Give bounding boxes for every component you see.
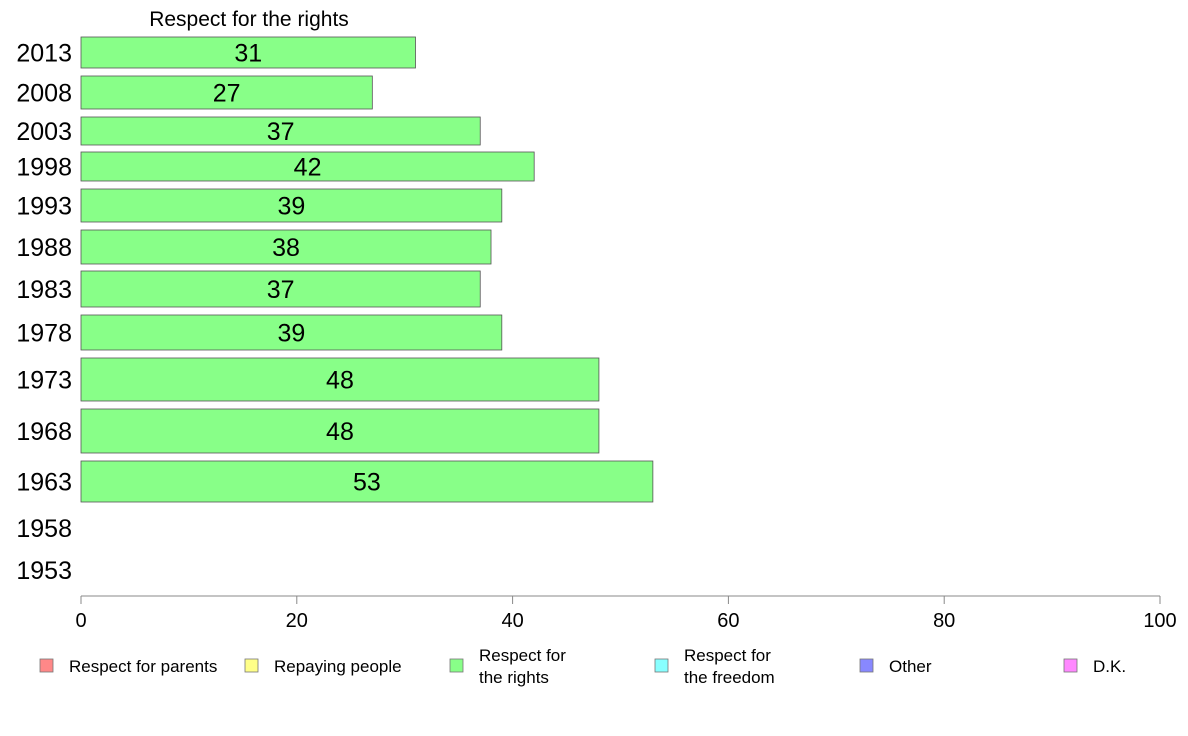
x-tick-label: 80 — [933, 610, 955, 632]
legend-swatch — [654, 658, 669, 673]
bar — [80, 408, 600, 454]
x-axis: 0 20 40 60 80 100 — [75, 595, 1177, 632]
bars-layer: 2013 31 2008 27 2003 37 1998 42 1993 39 1988 38 1983… — [16, 36, 654, 585]
category-label: 1958 — [16, 515, 72, 543]
bar — [80, 270, 481, 308]
bar-value-label: 37 — [267, 118, 295, 146]
legend-label: the freedom — [684, 668, 775, 687]
category-label: 1953 — [16, 557, 72, 585]
bar-value-label: 31 — [234, 40, 262, 68]
legend-swatch — [1063, 658, 1078, 673]
legend-item: Repaying people — [244, 657, 402, 676]
category-label: 1963 — [16, 469, 72, 497]
category-label: 1998 — [16, 154, 72, 182]
bar — [80, 116, 481, 146]
bar-value-label: 42 — [294, 154, 322, 182]
bar-value-label: 27 — [213, 80, 241, 108]
category-label: 2013 — [16, 40, 72, 68]
x-tick-label: 0 — [75, 610, 86, 632]
legend-label: Other — [889, 657, 932, 676]
x-tick-label: 60 — [717, 610, 739, 632]
bar-value-label: 39 — [277, 193, 305, 221]
legend-item: Respect for parents — [39, 657, 217, 676]
category-label: 1978 — [16, 320, 72, 348]
chart-title: Respect for the rights — [149, 8, 349, 31]
bar-value-label: 37 — [267, 276, 295, 304]
bar-value-label: 48 — [326, 367, 354, 395]
legend-item: Respect for the freedom — [654, 646, 775, 687]
category-label: 1993 — [16, 193, 72, 221]
legend-label: D.K. — [1093, 657, 1126, 676]
bar — [80, 314, 503, 351]
legend-label: the rights — [479, 668, 549, 687]
bar-value-label: 38 — [272, 234, 300, 262]
legend-swatch — [449, 658, 464, 673]
x-tick-label: 20 — [286, 610, 308, 632]
legend-swatch — [39, 658, 54, 673]
legend-item: Respect for the rights — [449, 646, 566, 687]
category-label: 2003 — [16, 118, 72, 146]
bar — [80, 188, 503, 223]
bar — [80, 36, 416, 69]
legend-label: Repaying people — [274, 657, 402, 676]
legend-swatch — [859, 658, 874, 673]
legend-swatch — [244, 658, 259, 673]
bar — [80, 460, 654, 503]
legend-label: Respect for — [479, 646, 566, 665]
bar — [80, 151, 535, 182]
category-label: 2008 — [16, 80, 72, 108]
legend: Respect for parents Repaying people Respec… — [39, 646, 1126, 687]
bar — [80, 75, 373, 110]
legend-label: Respect for parents — [69, 657, 217, 676]
category-label: 1968 — [16, 418, 72, 446]
legend-item: D.K. — [1063, 657, 1126, 676]
legend-label: Respect for — [684, 646, 771, 665]
category-label: 1983 — [16, 276, 72, 304]
category-label: 1973 — [16, 367, 72, 395]
category-label: 1988 — [16, 234, 72, 262]
bar-value-label: 48 — [326, 418, 354, 446]
x-tick-label: 40 — [501, 610, 523, 632]
bar-value-label: 39 — [277, 320, 305, 348]
bar — [80, 229, 492, 265]
x-tick-label: 100 — [1143, 610, 1176, 632]
bar — [80, 357, 600, 402]
bar-value-label: 53 — [353, 469, 381, 497]
legend-item: Other — [859, 657, 932, 676]
